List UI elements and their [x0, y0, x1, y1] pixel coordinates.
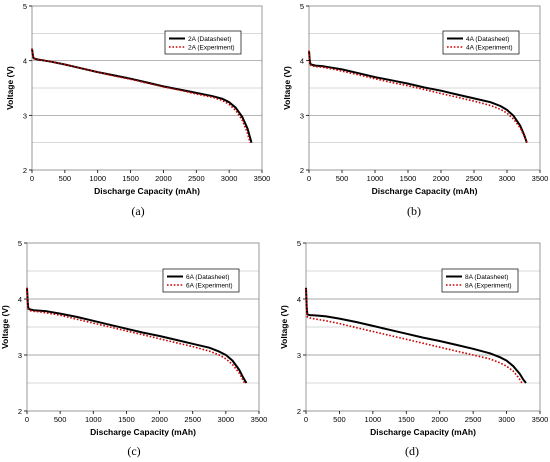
- legend-entry: 2A (Datasheet): [188, 36, 231, 43]
- plot-area-frame: [308, 5, 541, 171]
- y-tick-label: 2: [300, 166, 304, 175]
- x-tick-label: 2000: [155, 174, 172, 183]
- x-tick-label: 1500: [118, 415, 135, 424]
- panel-label: (a): [131, 204, 144, 218]
- legend-entry: 4A (Datasheet): [466, 36, 509, 43]
- x-tick-label: 0: [25, 415, 29, 424]
- legend-entry: 2A (Experiment): [188, 45, 235, 52]
- x-tick-label: 2500: [466, 174, 483, 183]
- panel-label: (c): [127, 444, 140, 458]
- x-tick-label: 2500: [184, 415, 201, 424]
- x-tick-label: 2000: [433, 174, 450, 183]
- y-tick-label: 5: [300, 2, 304, 11]
- legend: 2A (Datasheet) 2A (Experiment): [164, 30, 242, 55]
- x-tick-label: 2500: [465, 415, 482, 424]
- legend-entry: 4A (Experiment): [466, 45, 513, 52]
- y-tick-label: 5: [297, 239, 301, 248]
- y-tick-label: 2: [18, 407, 22, 416]
- x-tick-label: 2500: [188, 174, 205, 183]
- x-tick-label: 0: [30, 174, 34, 183]
- plot-area-frame: [31, 5, 263, 171]
- x-tick-label: 3000: [498, 415, 515, 424]
- x-tick-label: 3500: [532, 415, 549, 424]
- y-tick-label: 3: [297, 351, 301, 360]
- x-tick-label: 1000: [89, 174, 106, 183]
- legend: 6A (Datasheet) 6A (Experiment): [162, 268, 240, 293]
- series-line-datasheet: [308, 50, 528, 144]
- chart-panel-1: 2 3 4 5 0 500 1000 1500 2000 2500 3000 3500 Discharg…: [5, 2, 270, 218]
- x-tick-label: 500: [54, 415, 67, 424]
- series-line-experiment: [305, 288, 524, 385]
- y-axis-label: Voltage (V): [282, 66, 292, 110]
- y-tick-label: 5: [23, 2, 27, 11]
- y-tick-label: 3: [23, 111, 27, 120]
- series-line-datasheet: [26, 287, 248, 384]
- x-axis-label: Discharge Capacity (mAh): [94, 186, 200, 196]
- x-tick-label: 1000: [85, 415, 102, 424]
- x-tick-label: 1500: [122, 174, 139, 183]
- legend-box: [164, 30, 242, 55]
- chart-panel-2: 2 3 4 5 0 500 1000 1500 2000 2500 3000 3500 Discharg…: [282, 2, 548, 218]
- x-tick-label: 2000: [431, 415, 448, 424]
- x-tick-label: 3500: [532, 174, 549, 183]
- plot-area-frame: [305, 242, 541, 412]
- y-tick-label: 4: [297, 295, 301, 304]
- y-tick-label: 3: [300, 111, 304, 120]
- x-tick-label: 3000: [218, 415, 235, 424]
- legend-entry: 8A (Experiment): [465, 283, 512, 290]
- x-tick-label: 2000: [151, 415, 168, 424]
- legend-entry: 8A (Datasheet): [465, 274, 508, 281]
- chart-panel-4: 2 3 4 5 0 500 1000 1500 2000 2500 3000 3500 Discharg…: [279, 239, 548, 458]
- panel-label: (d): [405, 444, 419, 458]
- x-tick-label: 0: [304, 415, 308, 424]
- x-axis-label: Discharge Capacity (mAh): [372, 186, 478, 196]
- legend-box: [162, 268, 240, 293]
- y-tick-label: 2: [297, 407, 301, 416]
- legend-entry: 6A (Experiment): [186, 283, 233, 290]
- plot-area-frame: [26, 242, 260, 412]
- legend: 4A (Datasheet) 4A (Experiment): [442, 30, 520, 55]
- series-line-experiment: [308, 50, 528, 143]
- x-tick-label: 3500: [254, 174, 271, 183]
- x-tick-label: 1500: [398, 415, 415, 424]
- y-tick-label: 2: [23, 166, 27, 175]
- x-axis-label: Discharge Capacity (mAh): [370, 427, 476, 437]
- x-axis-label: Discharge Capacity (mAh): [90, 427, 196, 437]
- y-axis-label: Voltage (V): [279, 305, 289, 349]
- x-tick-label: 500: [59, 174, 72, 183]
- y-tick-label: 4: [18, 295, 22, 304]
- x-tick-label: 0: [307, 174, 311, 183]
- y-tick-label: 5: [18, 239, 22, 248]
- x-tick-label: 500: [336, 174, 349, 183]
- chart-panel-3: 2 3 4 5 0 500 1000 1500 2000 2500 3000 3500 Discharg…: [0, 239, 267, 458]
- series-line-datasheet: [31, 48, 253, 143]
- x-tick-label: 1000: [365, 415, 382, 424]
- series-line-datasheet: [305, 287, 527, 384]
- x-tick-label: 1500: [400, 174, 417, 183]
- legend-box: [442, 30, 520, 55]
- legend-entry: 6A (Datasheet): [186, 274, 229, 281]
- panel-label: (b): [407, 204, 421, 218]
- y-axis-label: Voltage (V): [0, 305, 10, 349]
- y-axis-label: Voltage (V): [5, 66, 15, 110]
- y-tick-label: 4: [300, 57, 304, 66]
- x-tick-label: 500: [333, 415, 346, 424]
- legend-box: [441, 268, 519, 293]
- y-tick-label: 3: [18, 351, 22, 360]
- legend: 8A (Datasheet) 8A (Experiment): [441, 268, 519, 293]
- y-tick-label: 4: [23, 57, 27, 66]
- series-line-experiment: [31, 48, 251, 143]
- series-line-experiment: [26, 287, 246, 385]
- x-tick-label: 1000: [367, 174, 384, 183]
- x-tick-label: 3000: [221, 174, 238, 183]
- x-tick-label: 3500: [251, 415, 268, 424]
- x-tick-label: 3000: [499, 174, 516, 183]
